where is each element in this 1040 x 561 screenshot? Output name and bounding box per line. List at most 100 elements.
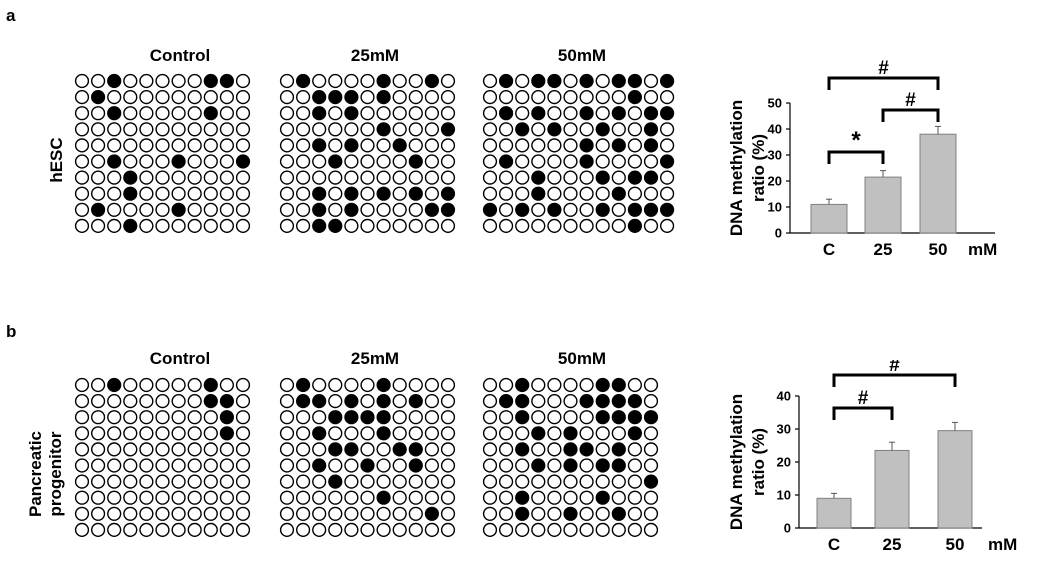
methylated-cpg-dot [408, 154, 423, 169]
methylated-cpg-dot [611, 410, 626, 425]
methylated-cpg-dot [376, 186, 391, 201]
unmethylated-cpg-dot [344, 218, 359, 234]
unmethylated-cpg-dot [360, 154, 375, 169]
methylated-cpg-dot [171, 154, 186, 169]
unmethylated-cpg-dot [90, 410, 106, 425]
unmethylated-cpg-dot [659, 186, 675, 201]
unmethylated-cpg-dot [563, 410, 578, 425]
methylated-cpg-dot [203, 106, 218, 121]
unmethylated-cpg-dot [279, 202, 295, 217]
methylated-cpg-dot [659, 73, 675, 89]
methylated-cpg-dot [515, 394, 530, 409]
y-axis-label-line: ratio (%) [749, 134, 768, 202]
methylated-cpg-dot [627, 218, 643, 234]
methylated-cpg-dot [643, 170, 659, 185]
unmethylated-cpg-dot [312, 377, 327, 393]
unmethylated-cpg-dot [408, 522, 423, 538]
unmethylated-cpg-dot [611, 154, 626, 169]
dot-grid-a-0 [74, 73, 251, 234]
unmethylated-cpg-dot [155, 377, 170, 393]
unmethylated-cpg-dot [627, 122, 643, 137]
unmethylated-cpg-dot [627, 442, 643, 457]
unmethylated-cpg-dot [376, 458, 391, 473]
unmethylated-cpg-dot [171, 122, 186, 137]
unmethylated-cpg-dot [187, 522, 202, 538]
unmethylated-cpg-dot [203, 458, 218, 473]
unmethylated-cpg-dot [90, 474, 106, 489]
bar-chart-b: DNA methylation ratio (%) 0 10 20 30 40 C 25 50 mM… [727, 360, 1017, 554]
unmethylated-cpg-dot [482, 506, 498, 521]
y-tick-label: 20 [777, 455, 791, 470]
unmethylated-cpg-dot [328, 506, 343, 521]
unmethylated-cpg-dot [74, 426, 90, 441]
unmethylated-cpg-dot [424, 170, 440, 185]
unmethylated-cpg-dot [595, 506, 610, 521]
unmethylated-cpg-dot [408, 410, 423, 425]
methylated-cpg-dot [408, 394, 423, 409]
bar-C [810, 203, 848, 234]
unmethylated-cpg-dot [563, 89, 578, 105]
unmethylated-cpg-dot [344, 377, 359, 393]
bar-C [816, 497, 852, 529]
methylated-cpg-dot [312, 394, 327, 409]
unmethylated-cpg-dot [235, 218, 251, 234]
unmethylated-cpg-dot [90, 122, 106, 137]
unmethylated-cpg-dot [408, 218, 423, 234]
unmethylated-cpg-dot [531, 474, 546, 489]
unmethylated-cpg-dot [563, 522, 578, 538]
unmethylated-cpg-dot [187, 186, 202, 201]
unmethylated-cpg-dot [90, 490, 106, 505]
unmethylated-cpg-dot [107, 426, 122, 441]
unmethylated-cpg-dot [328, 394, 343, 409]
methylated-cpg-dot [328, 218, 343, 234]
unmethylated-cpg-dot [515, 73, 530, 89]
unmethylated-cpg-dot [279, 410, 295, 425]
unmethylated-cpg-dot [155, 410, 170, 425]
unmethylated-cpg-dot [515, 474, 530, 489]
unmethylated-cpg-dot [440, 170, 456, 185]
unmethylated-cpg-dot [279, 522, 295, 538]
unmethylated-cpg-dot [107, 522, 122, 538]
unmethylated-cpg-dot [563, 154, 578, 169]
unmethylated-cpg-dot [107, 122, 122, 137]
significance-marker: # [889, 360, 900, 376]
unmethylated-cpg-dot [643, 394, 659, 409]
unmethylated-cpg-dot [139, 202, 154, 217]
unmethylated-cpg-dot [531, 506, 546, 521]
unmethylated-cpg-dot [139, 218, 154, 234]
methylated-cpg-dot [627, 202, 643, 217]
unmethylated-cpg-dot [312, 442, 327, 457]
methylated-cpg-dot [659, 106, 675, 121]
y-tick-label: 0 [775, 226, 782, 241]
unmethylated-cpg-dot [595, 474, 610, 489]
unmethylated-cpg-dot [659, 170, 675, 185]
unmethylated-cpg-dot [203, 89, 218, 105]
methylated-cpg-dot [296, 394, 311, 409]
unmethylated-cpg-dot [440, 73, 456, 89]
methylated-cpg-dot [531, 426, 546, 441]
methylated-cpg-dot [547, 202, 562, 217]
unmethylated-cpg-dot [187, 218, 202, 234]
unmethylated-cpg-dot [579, 186, 594, 201]
unmethylated-cpg-dot [90, 377, 106, 393]
unmethylated-cpg-dot [279, 122, 295, 137]
methylated-cpg-dot [531, 186, 546, 201]
methylated-cpg-dot [312, 458, 327, 473]
methylated-cpg-dot [107, 106, 122, 121]
methylated-cpg-dot [595, 410, 610, 425]
unmethylated-cpg-dot [627, 506, 643, 521]
y-axis-label-line: DNA methylation [727, 394, 746, 530]
unmethylated-cpg-dot [563, 186, 578, 201]
unmethylated-cpg-dot [392, 426, 407, 441]
unmethylated-cpg-dot [482, 522, 498, 538]
methylated-cpg-dot [107, 377, 122, 393]
methylated-cpg-dot [595, 490, 610, 505]
unmethylated-cpg-dot [440, 426, 456, 441]
methylated-cpg-dot [328, 474, 343, 489]
unmethylated-cpg-dot [643, 506, 659, 521]
unmethylated-cpg-dot [595, 218, 610, 234]
unmethylated-cpg-dot [579, 89, 594, 105]
unmethylated-cpg-dot [296, 122, 311, 137]
unmethylated-cpg-dot [424, 122, 440, 137]
bar-50 [937, 430, 973, 529]
